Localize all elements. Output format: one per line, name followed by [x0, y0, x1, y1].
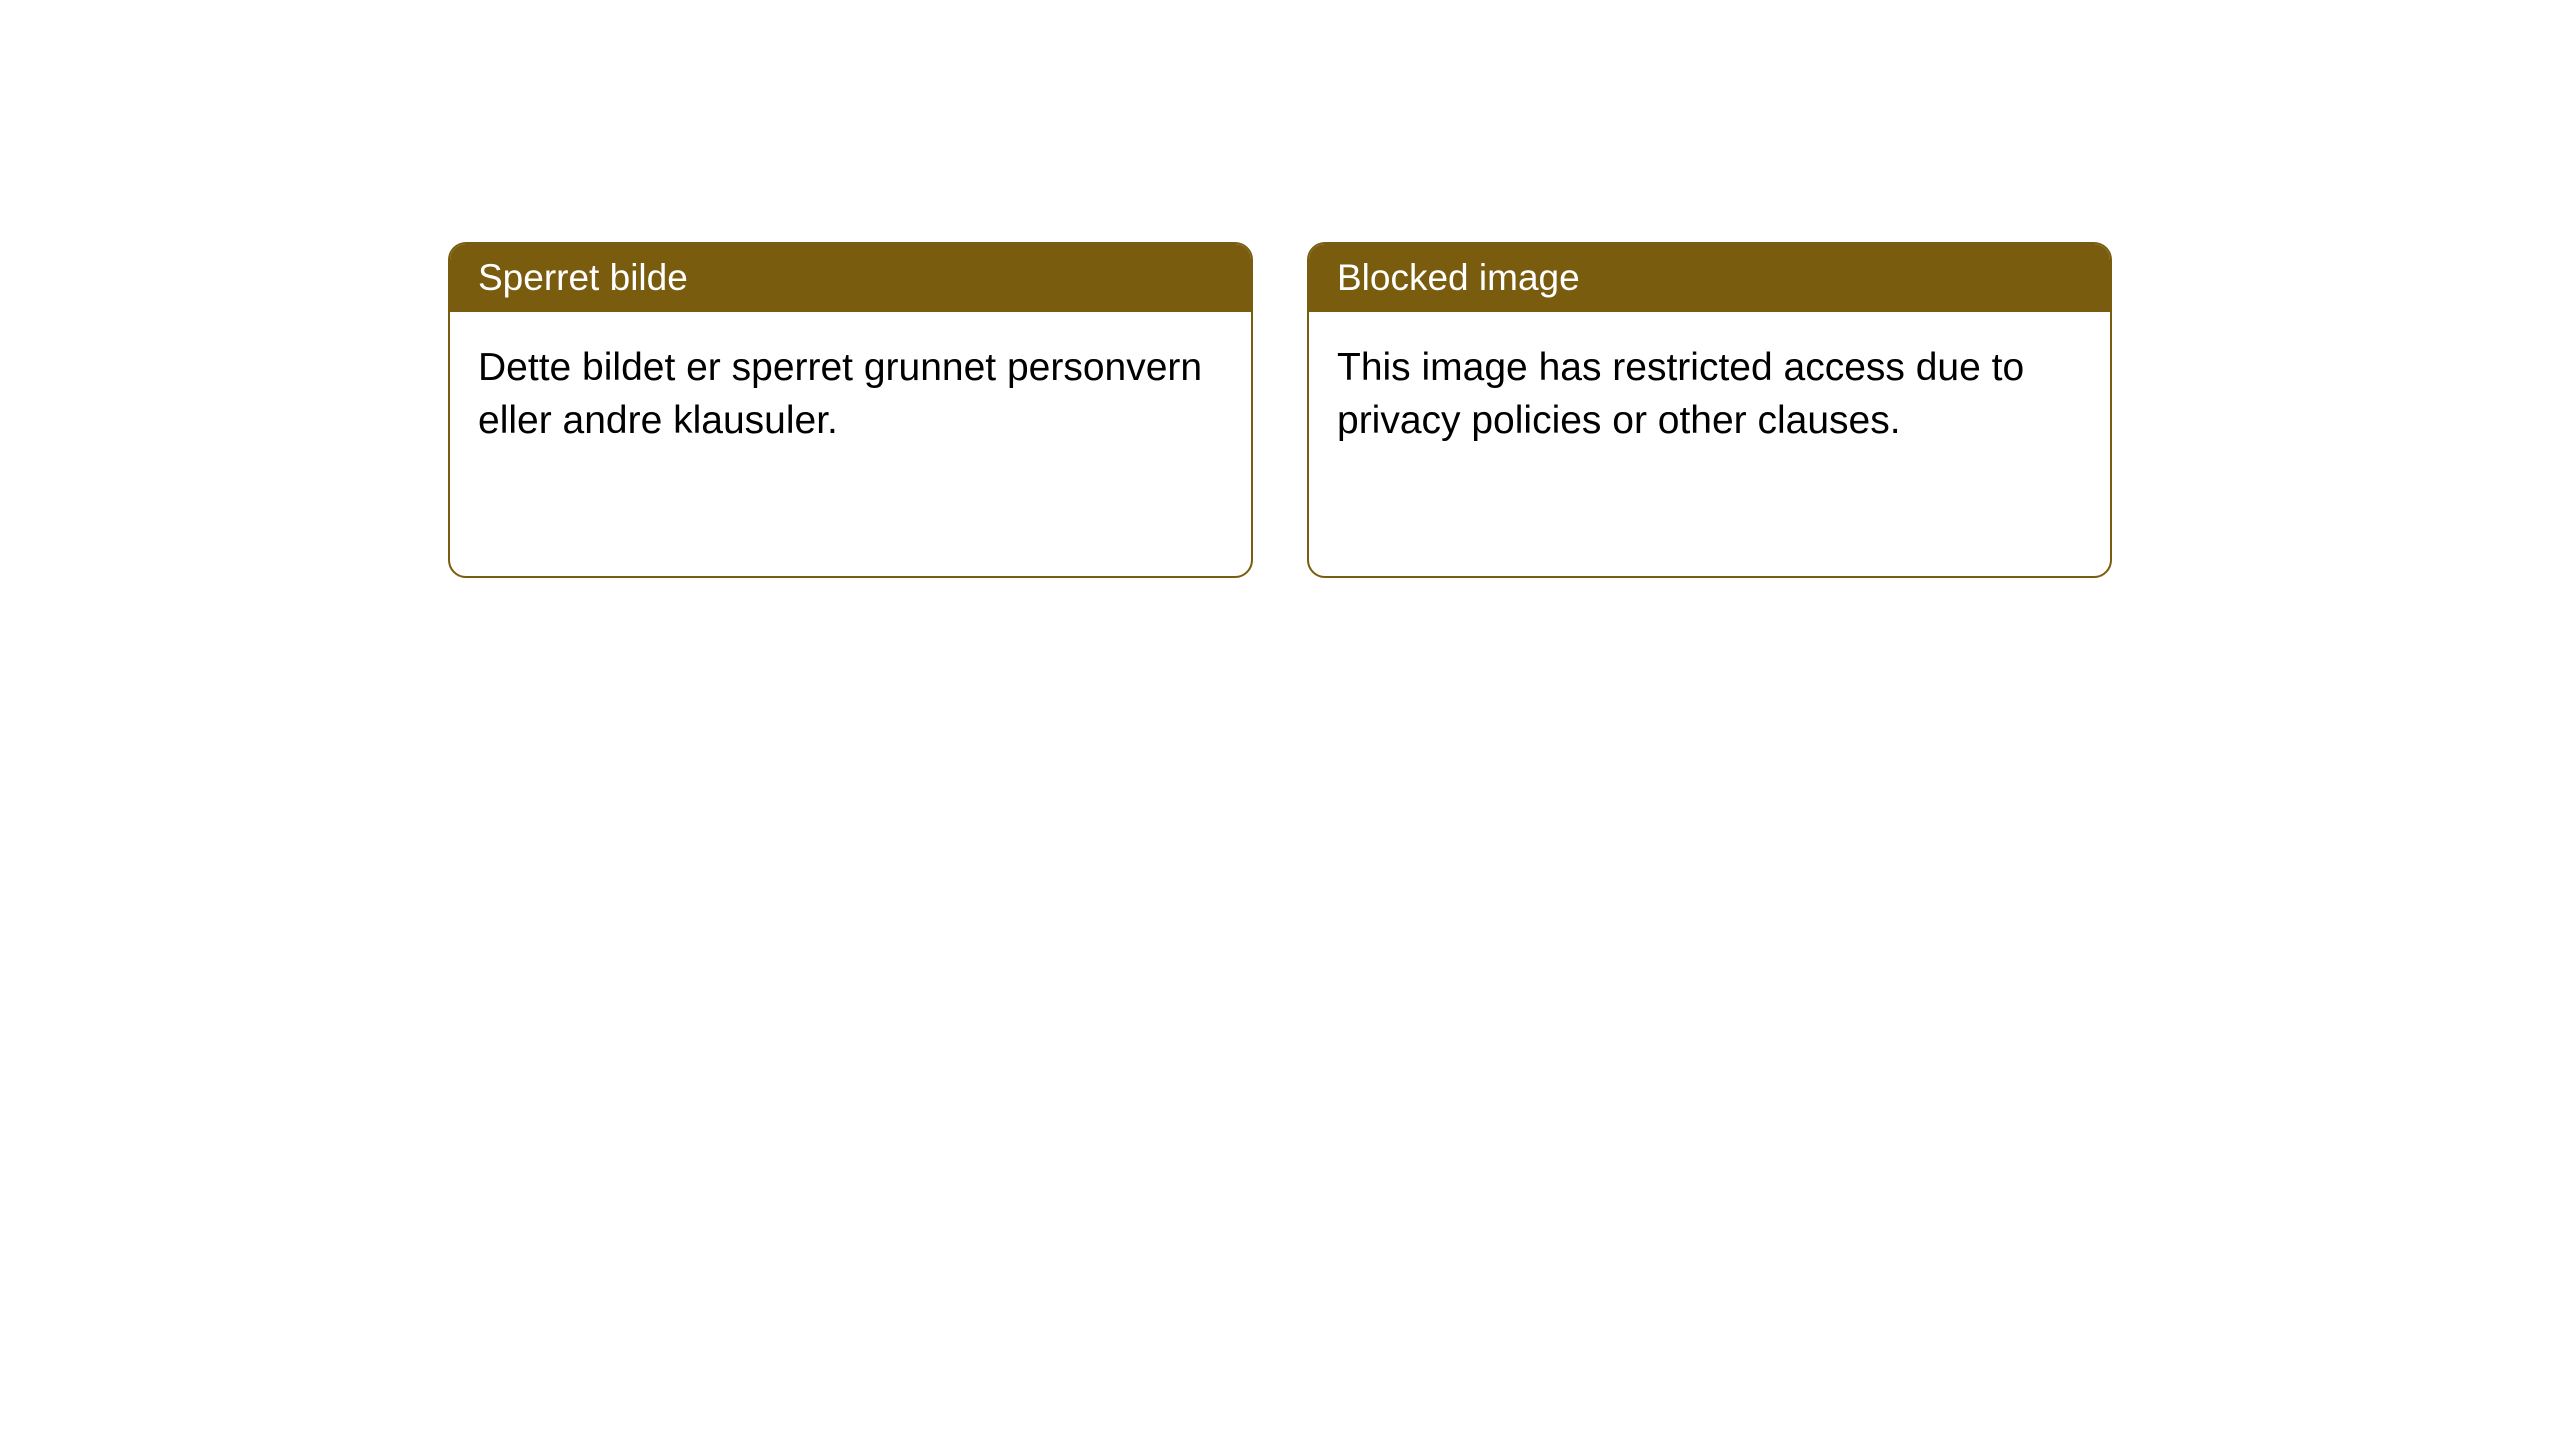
- notice-body: This image has restricted access due to …: [1309, 312, 2110, 477]
- notice-card-norwegian: Sperret bilde Dette bildet er sperret gr…: [448, 242, 1253, 578]
- notice-body: Dette bildet er sperret grunnet personve…: [450, 312, 1251, 477]
- notice-title: Blocked image: [1309, 244, 2110, 312]
- notice-title: Sperret bilde: [450, 244, 1251, 312]
- notice-container: Sperret bilde Dette bildet er sperret gr…: [0, 0, 2560, 578]
- notice-card-english: Blocked image This image has restricted …: [1307, 242, 2112, 578]
